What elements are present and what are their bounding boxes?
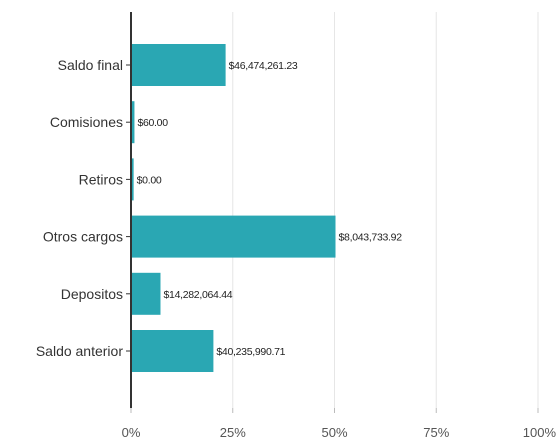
x-tick-label: 0% xyxy=(122,425,141,440)
bars xyxy=(132,44,336,372)
value-label: $14,282,064.44 xyxy=(163,289,232,301)
bar xyxy=(132,101,135,144)
bar xyxy=(132,158,134,201)
x-tick-label: 50% xyxy=(321,425,347,440)
value-label: $8,043,733.92 xyxy=(339,232,403,244)
bar xyxy=(132,330,214,372)
category-label: Otros cargos xyxy=(43,229,123,245)
category-label: Retiros xyxy=(79,171,123,187)
bar xyxy=(132,272,161,315)
x-tick-labels: 0% 25% 50% 75% 100% xyxy=(122,408,557,440)
bar xyxy=(132,44,226,86)
category-label: Depositos xyxy=(61,286,123,302)
value-label: $46,474,261.23 xyxy=(229,60,298,72)
bar xyxy=(132,215,336,258)
category-labels: Saldo final Comisiones Retiros Otros cargos… xyxy=(36,57,131,359)
value-label: $40,235,990.71 xyxy=(216,346,285,358)
category-label: Saldo anterior xyxy=(36,343,124,359)
x-tick-label: 100% xyxy=(523,425,557,440)
value-label: $60.00 xyxy=(137,117,168,129)
value-label: $0.00 xyxy=(137,174,162,186)
gridlines xyxy=(232,12,539,408)
category-label: Comisiones xyxy=(50,114,123,130)
category-label: Saldo final xyxy=(58,57,123,73)
value-labels: $46,474,261.23 $60.00 $0.00 $8,043,733.92 $1… xyxy=(137,60,403,358)
x-tick-label: 75% xyxy=(423,425,449,440)
x-tick-label: 25% xyxy=(220,425,246,440)
